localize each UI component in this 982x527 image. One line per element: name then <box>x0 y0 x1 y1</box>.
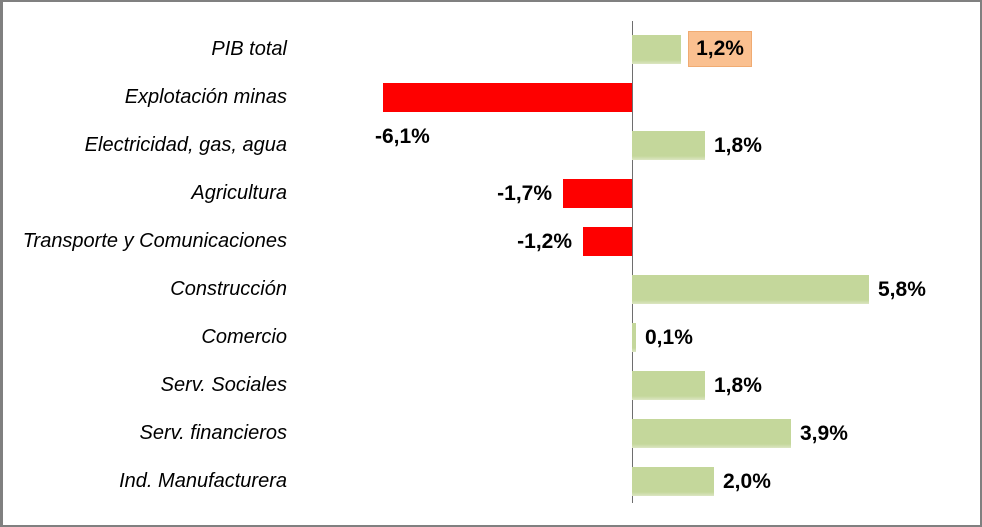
value-label: 2,0% <box>723 470 771 493</box>
value-label: -1,7% <box>497 182 552 205</box>
value-label: 1,8% <box>714 134 762 157</box>
category-label: Ind. Manufacturera <box>119 470 287 492</box>
bar-positive <box>632 131 705 160</box>
bar-negative <box>583 227 632 256</box>
bar-positive <box>632 323 636 352</box>
bar-positive <box>632 467 714 496</box>
value-label: -1,2% <box>517 230 572 253</box>
baseline-axis <box>632 21 633 503</box>
category-label: Electricidad, gas, agua <box>84 134 287 156</box>
category-label: Construcción <box>170 278 287 300</box>
value-label: -6,1% <box>375 125 430 148</box>
bar-negative <box>563 179 632 208</box>
bar-positive <box>632 275 869 304</box>
category-label: Serv. Sociales <box>160 374 287 396</box>
category-label: Comercio <box>201 326 287 348</box>
value-label: 5,8% <box>878 278 926 301</box>
bar-positive <box>632 35 681 64</box>
value-label: 1,2% <box>688 31 752 67</box>
bar-negative <box>383 83 632 112</box>
value-label: 3,9% <box>800 422 848 445</box>
bar-positive <box>632 371 705 400</box>
category-label: Explotación minas <box>124 86 287 108</box>
category-label: Serv. financieros <box>139 422 287 444</box>
value-label: 0,1% <box>645 326 693 349</box>
category-label: Transporte y Comunicaciones <box>22 230 287 252</box>
category-label: PIB total <box>211 38 287 60</box>
value-label: 1,8% <box>714 374 762 397</box>
bar-positive <box>632 419 791 448</box>
category-label: Agricultura <box>191 182 287 204</box>
